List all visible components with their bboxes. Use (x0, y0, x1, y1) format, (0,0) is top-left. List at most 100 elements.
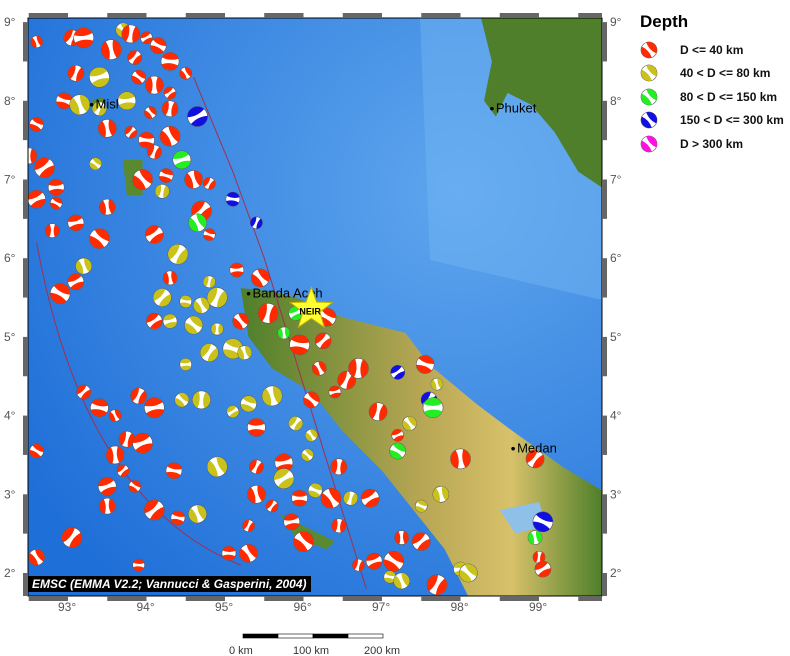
focal-mechanism[interactable] (254, 299, 282, 327)
epicenter-star-icon[interactable] (289, 285, 334, 329)
focal-mechanism[interactable] (126, 478, 143, 495)
focal-mechanism[interactable] (350, 557, 367, 574)
focal-mechanism[interactable] (147, 34, 170, 57)
focal-mechanism[interactable] (328, 385, 342, 399)
focal-mechanism[interactable] (640, 41, 658, 59)
focal-mechanism[interactable] (58, 524, 85, 551)
focal-mechanism[interactable] (197, 340, 222, 365)
focal-mechanism[interactable] (27, 441, 47, 461)
focal-mechanism[interactable] (264, 498, 280, 514)
focal-mechanism[interactable] (201, 175, 218, 192)
focal-mechanism[interactable] (163, 86, 178, 101)
focal-mechanism[interactable] (360, 488, 380, 508)
focal-mechanism[interactable] (115, 463, 130, 478)
focal-mechanism[interactable] (640, 64, 658, 82)
focal-mechanism[interactable] (158, 49, 182, 73)
focal-mechanism[interactable] (32, 156, 56, 180)
focal-mechanism[interactable] (420, 395, 446, 421)
focal-mechanism[interactable] (99, 38, 122, 61)
focal-mechanism[interactable] (245, 416, 268, 439)
focal-mechanism[interactable] (156, 166, 176, 186)
focal-mechanism[interactable] (345, 355, 372, 382)
focal-mechanism[interactable] (223, 190, 242, 209)
focal-mechanism[interactable] (640, 88, 658, 106)
focal-mechanism[interactable] (381, 569, 398, 586)
focal-mechanism[interactable] (412, 352, 437, 377)
focal-mechanism[interactable] (393, 572, 410, 590)
focal-mechanism[interactable] (249, 267, 272, 290)
focal-mechanism[interactable] (98, 197, 117, 216)
focal-mechanism[interactable] (289, 488, 310, 509)
focal-mechanism[interactable] (143, 396, 166, 419)
focal-mechanism[interactable] (226, 405, 240, 419)
focal-mechanism[interactable] (341, 488, 361, 508)
focal-mechanism[interactable] (386, 440, 408, 462)
focal-mechanism[interactable] (143, 73, 166, 96)
focal-mechanism[interactable] (152, 182, 171, 201)
focal-mechanism[interactable] (46, 280, 74, 308)
focal-mechanism[interactable] (228, 261, 246, 279)
focal-mechanism[interactable] (529, 508, 557, 536)
focal-mechanism[interactable] (178, 357, 193, 372)
focal-mechanism[interactable] (130, 167, 155, 192)
focal-mechanism[interactable] (145, 312, 164, 331)
focal-mechanism[interactable] (125, 48, 144, 67)
focal-mechanism[interactable] (365, 552, 383, 570)
focal-mechanism[interactable] (640, 111, 658, 129)
focal-mechanism[interactable] (272, 467, 295, 490)
focal-mechanism[interactable] (143, 105, 158, 120)
focal-mechanism[interactable] (71, 25, 96, 50)
focal-mechanism[interactable] (87, 395, 112, 420)
focal-mechanism[interactable] (144, 142, 164, 162)
focal-mechanism[interactable] (43, 221, 61, 239)
focal-mechanism[interactable] (423, 571, 451, 599)
focal-mechanism[interactable] (193, 297, 211, 315)
focal-mechanism[interactable] (527, 530, 543, 546)
focal-mechanism[interactable] (187, 213, 207, 233)
focal-mechanism[interactable] (123, 124, 139, 140)
focal-mechanism[interactable] (27, 189, 46, 209)
focal-mechanism[interactable] (164, 240, 192, 268)
focal-mechanism[interactable] (163, 460, 185, 482)
focal-mechanism[interactable] (116, 428, 138, 450)
focal-mechanism[interactable] (162, 269, 179, 286)
focal-mechanism[interactable] (27, 115, 47, 135)
focal-mechanism[interactable] (220, 544, 238, 562)
focal-mechanism[interactable] (261, 385, 283, 407)
focal-mechanism[interactable] (150, 286, 174, 310)
focal-mechanism[interactable] (238, 543, 260, 565)
focal-mechanism[interactable] (168, 508, 187, 527)
focal-mechanism[interactable] (201, 273, 218, 290)
focal-mechanism[interactable] (172, 150, 192, 170)
focal-mechanism[interactable] (410, 530, 433, 553)
focal-mechanism[interactable] (640, 135, 658, 153)
focal-mechanism[interactable] (159, 98, 181, 120)
focal-mechanism[interactable] (88, 66, 110, 88)
focal-mechanism[interactable] (75, 257, 92, 275)
focal-mechanism[interactable] (30, 35, 43, 49)
focal-mechanism[interactable] (305, 480, 325, 500)
focal-mechanism[interactable] (90, 99, 110, 119)
focal-mechanism[interactable] (86, 225, 113, 252)
focal-mechanism[interactable] (75, 383, 93, 401)
focal-mechanism[interactable] (299, 447, 315, 463)
focal-mechanism[interactable] (329, 516, 348, 535)
focal-mechanism[interactable] (97, 477, 117, 496)
focal-mechanism[interactable] (27, 548, 46, 567)
focal-mechanism[interactable] (534, 560, 552, 578)
focal-mechanism[interactable] (240, 517, 257, 534)
focal-mechanism[interactable] (237, 345, 252, 360)
focal-mechanism[interactable] (380, 547, 408, 575)
focal-mechanism[interactable] (311, 361, 327, 376)
focal-mechanism[interactable] (142, 497, 167, 522)
focal-mechanism[interactable] (131, 557, 147, 573)
focal-mechanism[interactable] (48, 195, 65, 212)
focal-mechanism[interactable] (97, 496, 117, 516)
focal-mechanism[interactable] (413, 498, 430, 515)
focal-mechanism[interactable] (523, 447, 547, 471)
focal-mechanism[interactable] (129, 68, 148, 87)
focal-mechanism[interactable] (187, 106, 208, 127)
focal-mechanism[interactable] (286, 414, 305, 433)
focal-mechanism[interactable] (108, 409, 122, 422)
focal-mechanism[interactable] (432, 485, 450, 503)
